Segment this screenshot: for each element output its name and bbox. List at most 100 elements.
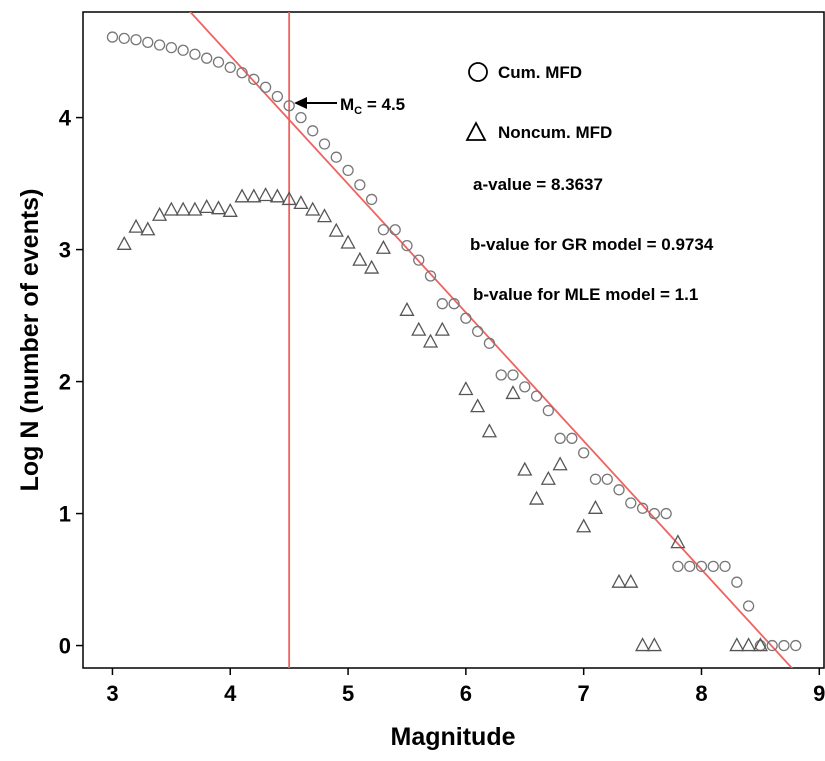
x-tick-label: 3 bbox=[106, 681, 118, 706]
cum-point bbox=[189, 48, 201, 60]
cum-point bbox=[790, 639, 802, 652]
noncum-point bbox=[151, 206, 168, 221]
noncum-point bbox=[611, 573, 627, 588]
noncum-point bbox=[364, 259, 380, 274]
noncum-point bbox=[116, 235, 132, 250]
cum-point bbox=[330, 151, 342, 163]
noncum-point bbox=[741, 637, 757, 652]
legend-triangle bbox=[465, 121, 487, 141]
cum-point bbox=[554, 432, 566, 444]
cum-point bbox=[601, 473, 613, 485]
cum-point bbox=[153, 39, 166, 51]
y-tick-label: 3 bbox=[59, 238, 71, 263]
cum-point bbox=[660, 507, 672, 520]
cum-point bbox=[165, 41, 178, 54]
cum-point bbox=[377, 224, 390, 236]
noncum-point bbox=[328, 222, 344, 237]
cum-point bbox=[413, 254, 425, 266]
noncum-point bbox=[752, 637, 768, 652]
cum-point bbox=[424, 270, 437, 282]
cum-point bbox=[731, 576, 743, 588]
cum-point bbox=[307, 125, 319, 137]
plot-frame bbox=[82, 11, 825, 669]
noncum-point bbox=[528, 490, 545, 505]
cum-point bbox=[248, 73, 260, 85]
cum-point bbox=[578, 447, 590, 459]
x-tick-label: 4 bbox=[224, 681, 237, 706]
noncum-point bbox=[623, 573, 639, 588]
noncum-point bbox=[187, 201, 203, 216]
cum-point bbox=[401, 239, 413, 252]
noncum-point bbox=[140, 221, 156, 236]
noncum-point bbox=[199, 198, 215, 213]
y-axis-label: Log N (number of events) bbox=[16, 189, 44, 492]
cum-point bbox=[259, 81, 272, 93]
cum-point bbox=[130, 34, 142, 46]
noncum-point bbox=[434, 321, 450, 336]
noncum-point bbox=[470, 398, 486, 413]
cum-point bbox=[118, 32, 130, 45]
cum-point bbox=[589, 473, 602, 485]
cum-point bbox=[177, 44, 189, 56]
noncum-point bbox=[517, 461, 533, 476]
noncum-point bbox=[540, 470, 556, 485]
noncum-point bbox=[163, 201, 179, 216]
noncum-point bbox=[422, 333, 439, 348]
noncum-point bbox=[128, 218, 144, 233]
noncum-point bbox=[587, 499, 604, 514]
x-tick-label: 8 bbox=[695, 681, 707, 706]
cum-point bbox=[224, 61, 236, 74]
x-tick-label: 9 bbox=[813, 681, 825, 706]
cum-point bbox=[342, 164, 354, 177]
noncum-point bbox=[552, 456, 568, 471]
mc-label-main: M bbox=[340, 95, 354, 114]
x-tick-label: 5 bbox=[342, 681, 354, 706]
cum-point bbox=[707, 560, 719, 573]
legend-label: Cum. MFD bbox=[498, 63, 582, 82]
noncum-point bbox=[210, 200, 227, 215]
noncum-point bbox=[222, 202, 238, 217]
cum-point bbox=[648, 507, 661, 520]
y-tick-label: 4 bbox=[59, 106, 72, 131]
cum-point bbox=[719, 560, 731, 573]
cum-point bbox=[318, 138, 331, 150]
cum-point bbox=[507, 369, 519, 381]
cum-point bbox=[283, 100, 295, 112]
cum-point bbox=[212, 56, 225, 68]
y-tick-label: 2 bbox=[59, 370, 71, 395]
mc-label: MC = 4.5 bbox=[340, 95, 405, 117]
x-tick-label: 7 bbox=[578, 681, 590, 706]
noncum-point bbox=[305, 201, 321, 216]
mc-label-sub: C bbox=[354, 105, 362, 117]
x-tick-label: 6 bbox=[460, 681, 472, 706]
noncum-point bbox=[670, 534, 686, 549]
annotation: b-value for GR model = 0.9734 bbox=[470, 235, 714, 254]
x-axis-label: Magnitude bbox=[391, 723, 516, 751]
cum-point bbox=[766, 639, 778, 652]
noncum-point bbox=[316, 208, 333, 223]
mc-annotation: MC = 4.5 bbox=[294, 95, 405, 117]
cum-point bbox=[530, 390, 543, 402]
noncum-point bbox=[375, 239, 391, 254]
cum-point bbox=[354, 179, 366, 191]
cum-point bbox=[436, 298, 448, 310]
noncum-point bbox=[234, 188, 250, 203]
y-tick-label: 1 bbox=[59, 502, 71, 527]
cum-point bbox=[684, 560, 696, 573]
cum-point bbox=[201, 52, 213, 64]
legend-label: Noncum. MFD bbox=[498, 123, 612, 142]
cum-point bbox=[106, 31, 119, 43]
noncum-point bbox=[269, 188, 285, 203]
cum-point bbox=[483, 337, 496, 349]
cum-point bbox=[460, 312, 472, 324]
noncum-point bbox=[293, 195, 309, 210]
noncum-point bbox=[411, 321, 427, 336]
cum-point bbox=[566, 432, 578, 444]
noncum-point bbox=[340, 234, 356, 249]
annotation: b-value for MLE model = 1.1 bbox=[473, 285, 698, 304]
cum-point bbox=[472, 325, 484, 338]
cum-point bbox=[448, 298, 460, 310]
noncum-point bbox=[505, 385, 521, 400]
cum-point bbox=[778, 639, 790, 652]
